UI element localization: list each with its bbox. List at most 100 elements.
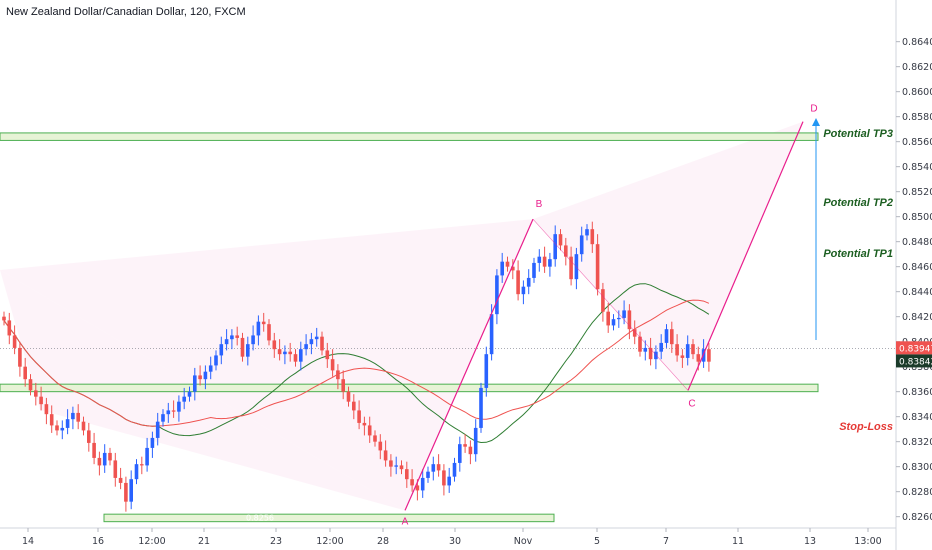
candle-body[interactable]: [415, 485, 420, 491]
candle-body[interactable]: [447, 476, 451, 486]
candle-body[interactable]: [34, 390, 38, 397]
candle-body[interactable]: [643, 347, 648, 352]
candle-body[interactable]: [383, 450, 388, 461]
candle-body[interactable]: [49, 414, 54, 426]
candle-body[interactable]: [288, 351, 292, 355]
candle-body[interactable]: [150, 437, 155, 448]
candle-body[interactable]: [261, 321, 266, 325]
candle-body[interactable]: [2, 316, 6, 321]
candle-body[interactable]: [341, 379, 345, 392]
candle-body[interactable]: [500, 261, 504, 276]
candle-body[interactable]: [193, 375, 197, 392]
candle-body[interactable]: [187, 391, 192, 397]
candle-body[interactable]: [399, 465, 404, 470]
candle-body[interactable]: [208, 365, 213, 372]
candle-body[interactable]: [108, 452, 112, 461]
candle-body[interactable]: [675, 344, 679, 356]
candle-body[interactable]: [389, 460, 393, 467]
candle-body[interactable]: [505, 261, 510, 267]
candle-body[interactable]: [272, 340, 277, 350]
candle-body[interactable]: [595, 244, 600, 290]
candle-body[interactable]: [203, 371, 208, 380]
candle-body[interactable]: [304, 344, 308, 350]
candle-body[interactable]: [198, 375, 202, 380]
candle-body[interactable]: [659, 342, 663, 352]
candle-body[interactable]: [309, 339, 314, 345]
candle-body[interactable]: [617, 317, 621, 320]
candle-body[interactable]: [696, 354, 701, 362]
support-resistance-zone[interactable]: [103, 513, 555, 523]
candle-body[interactable]: [542, 256, 547, 267]
candle-body[interactable]: [468, 446, 473, 455]
candle-body[interactable]: [330, 359, 335, 371]
candle-body[interactable]: [12, 335, 17, 348]
candle-body[interactable]: [606, 311, 610, 326]
candle-body[interactable]: [320, 336, 324, 351]
candle-body[interactable]: [632, 329, 637, 337]
candle-body[interactable]: [314, 336, 319, 340]
candle-body[interactable]: [627, 310, 632, 330]
candle-body[interactable]: [277, 349, 282, 355]
candle-body[interactable]: [442, 470, 446, 486]
candle-body[interactable]: [532, 262, 536, 278]
candle-body[interactable]: [680, 355, 685, 358]
candle-body[interactable]: [171, 410, 176, 412]
candle-body[interactable]: [405, 469, 409, 480]
candle-body[interactable]: [357, 410, 361, 423]
candle-body[interactable]: [452, 462, 457, 477]
candle-body[interactable]: [140, 464, 144, 466]
candle-body[interactable]: [283, 351, 287, 355]
candle-body[interactable]: [39, 396, 43, 405]
candle-body[interactable]: [145, 447, 149, 466]
candle-body[interactable]: [113, 460, 118, 478]
candle-body[interactable]: [426, 471, 430, 478]
candle-body[interactable]: [44, 404, 49, 415]
candle-body[interactable]: [601, 289, 605, 312]
candle-body[interactable]: [71, 412, 75, 420]
candle-body[interactable]: [526, 277, 531, 287]
candle-body[interactable]: [378, 441, 383, 451]
candle-body[interactable]: [362, 422, 367, 426]
candle-body[interactable]: [267, 324, 271, 341]
candle-body[interactable]: [28, 379, 33, 391]
candle-body[interactable]: [352, 401, 356, 411]
candle-body[interactable]: [622, 310, 626, 318]
candle-body[interactable]: [129, 479, 133, 502]
candle-body[interactable]: [214, 355, 218, 366]
candle-body[interactable]: [484, 354, 489, 388]
candle-body[interactable]: [511, 266, 515, 271]
support-resistance-zone[interactable]: [0, 383, 819, 393]
candle-body[interactable]: [463, 444, 467, 447]
candle-body[interactable]: [97, 457, 102, 466]
candle-body[interactable]: [548, 259, 552, 267]
candle-body[interactable]: [336, 370, 340, 380]
candle-body[interactable]: [590, 229, 595, 245]
candle-body[interactable]: [638, 336, 642, 352]
candle-body[interactable]: [55, 425, 59, 431]
candle-body[interactable]: [521, 286, 526, 295]
candle-body[interactable]: [81, 421, 86, 431]
candle-body[interactable]: [564, 245, 568, 257]
candle-body[interactable]: [394, 465, 398, 467]
candle-body[interactable]: [516, 270, 520, 295]
candle-body[interactable]: [18, 347, 22, 367]
candle-body[interactable]: [431, 464, 436, 472]
candle-body[interactable]: [118, 477, 123, 483]
candle-body[interactable]: [240, 337, 245, 357]
candle-body[interactable]: [7, 320, 12, 336]
candle-body[interactable]: [60, 427, 65, 431]
candle-body[interactable]: [256, 321, 261, 336]
candle-body[interactable]: [585, 229, 589, 236]
candle-body[interactable]: [161, 414, 165, 422]
candle-body[interactable]: [611, 319, 616, 326]
candle-body[interactable]: [654, 351, 658, 360]
support-resistance-zone[interactable]: [0, 132, 819, 141]
candle-body[interactable]: [299, 349, 303, 362]
candle-body[interactable]: [235, 335, 239, 338]
candle-body[interactable]: [574, 254, 579, 280]
candle-body[interactable]: [670, 329, 674, 345]
candle-body[interactable]: [436, 464, 441, 471]
candle-body[interactable]: [182, 396, 186, 402]
candle-body[interactable]: [664, 329, 669, 343]
